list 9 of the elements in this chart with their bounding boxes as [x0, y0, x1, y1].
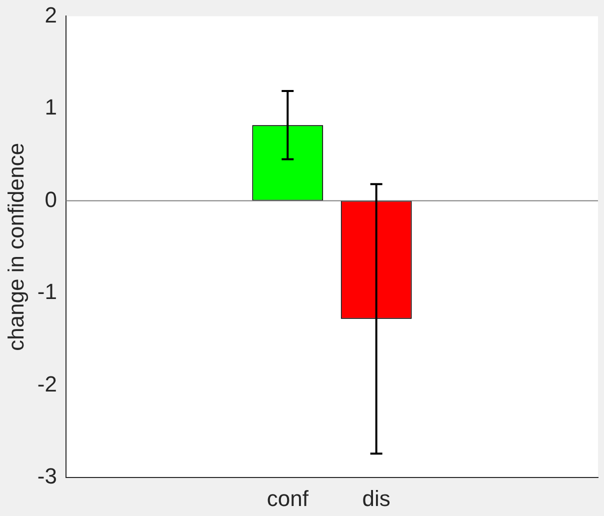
y-tick-label: -3: [37, 464, 57, 489]
x-tick-label: conf: [266, 486, 310, 511]
y-axis-title: change in confidence: [3, 142, 28, 351]
y-tick-label: -2: [37, 371, 57, 396]
y-tick-label: 0: [44, 186, 57, 212]
x-tick-label: dis: [362, 486, 390, 511]
y-tick-label: -1: [37, 279, 57, 304]
y-tick-label: 2: [44, 2, 57, 28]
y-tick-label: 1: [44, 94, 57, 120]
